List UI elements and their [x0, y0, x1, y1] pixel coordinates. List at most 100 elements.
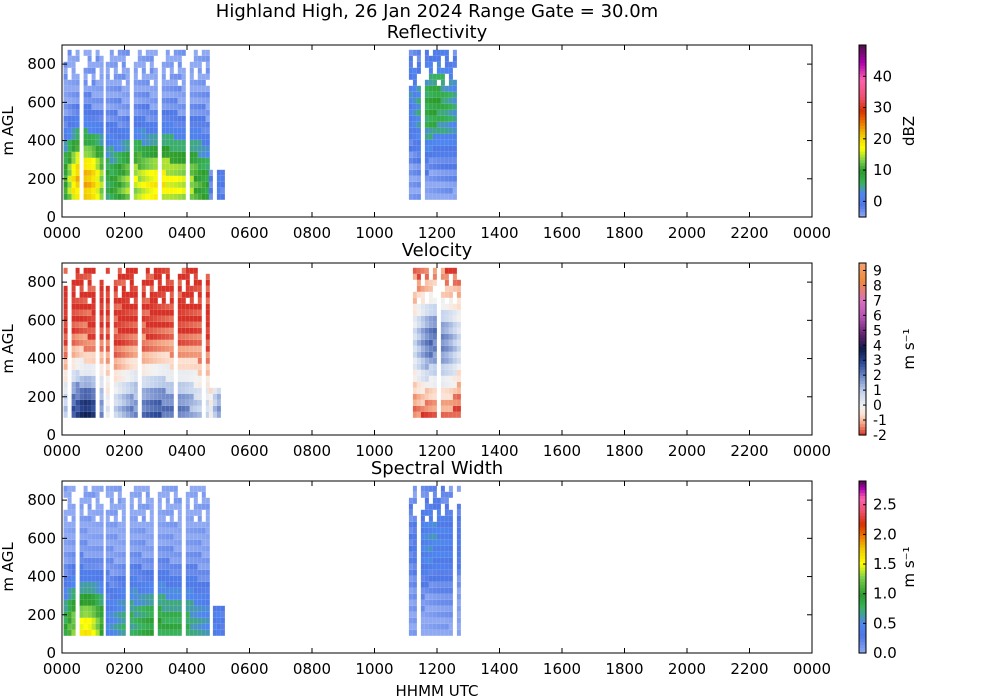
heatmap-cell [149, 533, 154, 540]
heatmap-cell [121, 551, 126, 558]
heatmap-cell [448, 611, 453, 618]
heatmap-cell [444, 321, 449, 328]
heatmap-cell [113, 181, 118, 188]
heatmap-cell [212, 611, 217, 618]
heatmap-cell [185, 503, 190, 510]
heatmap-cell [448, 85, 453, 92]
heatmap-cell [420, 623, 425, 630]
heatmap-cell [149, 545, 154, 552]
heatmap-cell [428, 145, 433, 152]
heatmap-cell [117, 175, 122, 182]
heatmap-cell [205, 121, 210, 128]
heatmap-cell [83, 363, 88, 370]
heatmap-cell [141, 611, 146, 618]
heatmap-cell [197, 79, 202, 86]
heatmap-cell [161, 515, 166, 522]
heatmap-cell [83, 303, 88, 310]
heatmap-cell [141, 109, 146, 116]
heatmap-cell [420, 315, 425, 322]
heatmap-cell [141, 563, 146, 570]
heatmap-cell [141, 193, 146, 200]
colorbar-swatch [859, 420, 866, 425]
heatmap-cell [149, 175, 154, 182]
heatmap-cell [121, 133, 126, 140]
heatmap-cell [145, 363, 150, 370]
colorbar-tick-label: 40 [873, 67, 892, 85]
heatmap-cell [113, 387, 118, 394]
heatmap-cell [424, 599, 429, 606]
x-tick-label: 1200 [418, 660, 456, 678]
heatmap-cell [177, 387, 182, 394]
x-tick-label: 0600 [230, 442, 268, 460]
heatmap-cell [177, 629, 182, 636]
heatmap-cell [428, 411, 433, 418]
colorbar-tick-label: 20 [873, 130, 892, 148]
x-tick-label: 0000 [793, 224, 831, 242]
heatmap-cell [197, 587, 202, 594]
heatmap-cell [75, 103, 80, 110]
heatmap-cell [201, 497, 206, 504]
heatmap-cell [436, 563, 441, 570]
heatmap-cell [420, 551, 425, 558]
y-tick-label: 200 [27, 388, 56, 406]
heatmap-cell [71, 587, 76, 594]
heatmap-cell [67, 97, 72, 104]
heatmap-cell [452, 303, 457, 310]
heatmap-cell [133, 623, 138, 630]
heatmap-cell [117, 157, 122, 164]
heatmap-cell [117, 527, 122, 534]
heatmap-cell [133, 315, 138, 322]
heatmap-cell [169, 363, 174, 370]
heatmap-cell [67, 139, 72, 146]
heatmap-cell [121, 49, 126, 56]
heatmap-cell [71, 363, 76, 370]
heatmap-cell [412, 49, 417, 56]
heatmap-cell [440, 599, 445, 606]
heatmap-cell [87, 97, 92, 104]
x-tick-label: 1400 [480, 224, 518, 242]
colorbar-swatch [859, 283, 866, 287]
heatmap-cell [216, 393, 221, 400]
heatmap-cell [456, 345, 461, 352]
heatmap-cell [408, 521, 413, 528]
heatmap-cell [181, 345, 186, 352]
colorbar-swatch [859, 644, 866, 648]
heatmap-cell [105, 133, 110, 140]
heatmap-cell [137, 569, 142, 576]
heatmap-cell [201, 629, 206, 636]
heatmap-cell [205, 139, 210, 146]
heatmap-cell [452, 157, 457, 164]
heatmap-cell [424, 133, 429, 140]
heatmap-cell [452, 115, 457, 122]
heatmap-cell [121, 55, 126, 62]
heatmap-cell [165, 381, 170, 388]
heatmap-cell [412, 357, 417, 364]
heatmap-cell [141, 375, 146, 382]
heatmap-cell [424, 85, 429, 92]
heatmap-cell [412, 187, 417, 194]
heatmap-cell [412, 303, 417, 310]
heatmap-cell [444, 357, 449, 364]
heatmap-cell [91, 187, 96, 194]
heatmap-cell [83, 85, 88, 92]
heatmap-cell [83, 109, 88, 116]
heatmap-cell [177, 145, 182, 152]
heatmap-cell [121, 381, 126, 388]
heatmap-cell [169, 133, 174, 140]
heatmap-cell [432, 303, 437, 310]
heatmap-cell [129, 563, 134, 570]
heatmap-cell [197, 127, 202, 134]
heatmap-cell [428, 587, 433, 594]
heatmap-cell [428, 393, 433, 400]
heatmap-cell [412, 491, 417, 498]
colorbar-tick-label: 1.5 [873, 555, 897, 573]
heatmap-cell [153, 351, 158, 358]
heatmap-cell [117, 497, 122, 504]
heatmap-cell [71, 121, 76, 128]
heatmap-cell [169, 563, 174, 570]
colorbar-swatch [859, 67, 866, 72]
heatmap-cell [416, 109, 421, 116]
heatmap-cell [173, 521, 178, 528]
heatmap-cell [165, 279, 170, 286]
